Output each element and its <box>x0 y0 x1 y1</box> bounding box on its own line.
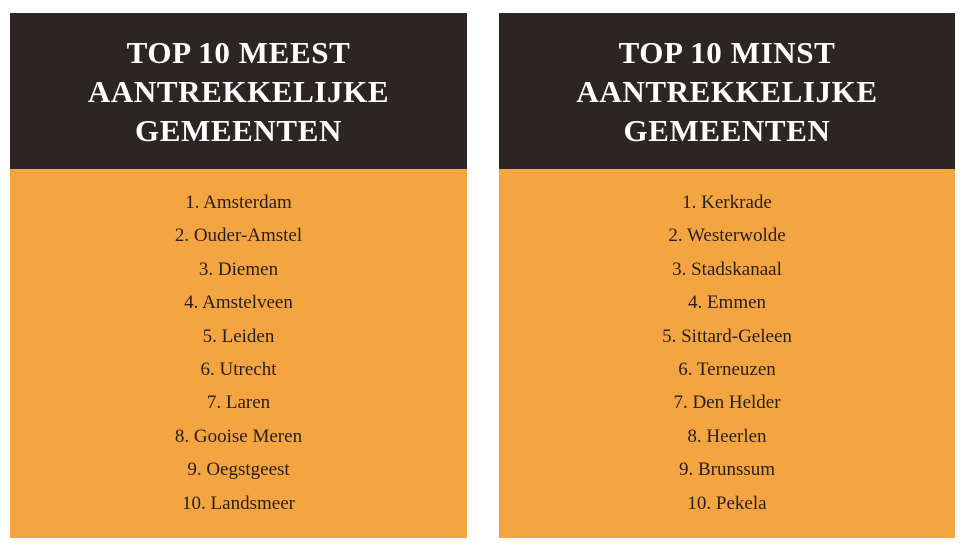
most-attractive-title-line-3: GEMEENTEN <box>135 112 342 148</box>
list-item: 9. Oegstgeest <box>187 459 290 481</box>
most-attractive-header: TOP 10 MEEST AANTREKKELIJKE GEMEENTEN <box>10 13 467 169</box>
most-attractive-card: TOP 10 MEEST AANTREKKELIJKE GEMEENTEN 1.… <box>10 13 467 538</box>
list-item: 3. Diemen <box>198 258 279 280</box>
list-item: 9. Brunssum <box>678 459 776 481</box>
least-attractive-title-line-1: TOP 10 MINST <box>618 34 836 70</box>
list-item: 1. Kerkrade <box>682 192 772 213</box>
list-item: 5. Leiden <box>202 325 275 347</box>
list-item: 4. Amstelveen <box>184 292 293 314</box>
list-item: 7. Den Helder <box>673 392 781 414</box>
list-item: 8. Heerlen <box>687 425 767 447</box>
list-item: 8. Gooise Meren <box>174 425 303 447</box>
least-attractive-list: 1. Kerkrade 2. Westerwolde 3. Stadskanaa… <box>499 186 955 520</box>
least-attractive-header: TOP 10 MINST AANTREKKELIJKE GEMEENTEN <box>499 13 955 169</box>
list-item: 10. Pekela <box>687 492 767 514</box>
least-attractive-title-line-3: GEMEENTEN <box>623 112 831 148</box>
least-attractive-card: TOP 10 MINST AANTREKKELIJKE GEMEENTEN 1.… <box>499 13 955 538</box>
least-attractive-body: 1. Kerkrade 2. Westerwolde 3. Stadskanaa… <box>499 169 955 538</box>
list-item: 6. Utrecht <box>200 358 277 380</box>
list-item: 6. Terneuzen <box>678 358 776 380</box>
list-item: 2. Westerwolde <box>668 225 786 247</box>
most-attractive-title-line-2: AANTREKKELIJKE <box>87 73 390 109</box>
list-item: 10. Landsmeer <box>182 492 295 514</box>
least-attractive-title-line-2: AANTREKKELIJKE <box>576 73 878 109</box>
most-attractive-title-line-1: TOP 10 MEEST <box>126 34 351 70</box>
list-item: 1. Amsterdam <box>185 192 292 213</box>
list-item: 4. Emmen <box>687 292 767 314</box>
list-item: 3. Stadskanaal <box>672 258 782 280</box>
list-item: 5. Sittard-Geleen <box>662 325 792 347</box>
most-attractive-body: 1. Amsterdam 2. Ouder-Amstel 3. Diemen 4… <box>10 169 467 538</box>
list-item: 2. Ouder-Amstel <box>174 225 303 247</box>
list-item: 7. Laren <box>206 392 271 414</box>
most-attractive-list: 1. Amsterdam 2. Ouder-Amstel 3. Diemen 4… <box>10 186 467 520</box>
